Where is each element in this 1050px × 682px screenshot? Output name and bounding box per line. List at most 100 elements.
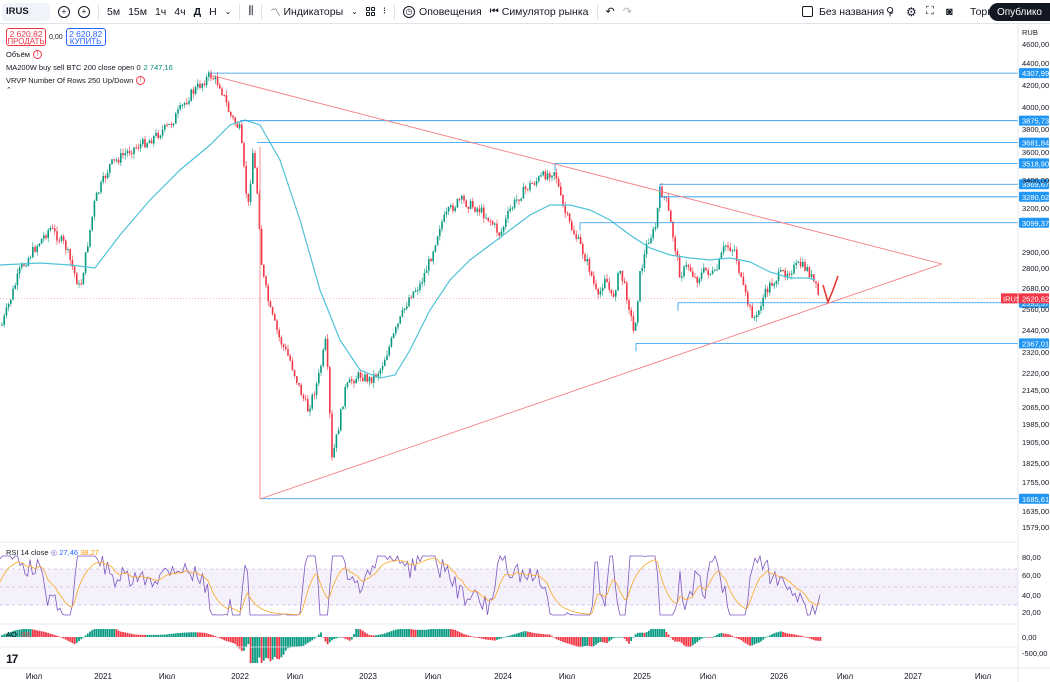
ao-bar xyxy=(225,637,228,642)
compare-button[interactable]: + xyxy=(54,0,74,24)
price-level-label: 4307,99 xyxy=(1022,69,1049,78)
interval-1h[interactable]: 1ч xyxy=(151,0,170,24)
fullscreen-button[interactable]: ⛶ xyxy=(922,0,938,24)
time-tick-label: Июл xyxy=(975,672,992,681)
ao-bar xyxy=(364,632,366,637)
candle-body xyxy=(749,304,751,307)
templates-button[interactable] xyxy=(362,0,379,24)
rsi-legend[interactable]: RSI 14 close ◎ 27,46 38,27 xyxy=(6,548,99,557)
ao-bar xyxy=(82,637,85,638)
candle-body xyxy=(797,261,800,263)
ao-bar xyxy=(526,631,529,637)
price-tick-label: 2145,00 xyxy=(1022,386,1049,395)
alerts-button[interactable]: ◷ Оповещения xyxy=(399,0,486,24)
undo-button[interactable]: ↶ xyxy=(602,0,619,24)
ao-legend[interactable]: AO -39,84 xyxy=(6,630,40,639)
price-tick-label: 1825,00 xyxy=(1022,459,1049,468)
ao-bar xyxy=(245,637,248,647)
candle-body xyxy=(436,236,439,246)
replay-button[interactable]: ⏮ Симулятор рынка xyxy=(486,0,593,24)
ao-bar xyxy=(441,629,443,637)
interval-day[interactable]: Д xyxy=(190,0,205,24)
indicators-dropdown[interactable]: ⌄ xyxy=(347,0,362,24)
buy-button[interactable]: 2 620,82 КУПИТЬ xyxy=(65,28,106,46)
candle-body xyxy=(144,139,146,148)
candle-body xyxy=(124,153,126,156)
ao-bar xyxy=(353,634,355,637)
time-tick-label: Июл xyxy=(700,672,717,681)
interval-4h[interactable]: 4ч xyxy=(170,0,189,24)
ao-bar xyxy=(430,629,432,637)
ao-bar xyxy=(339,637,342,638)
ao-bar xyxy=(62,637,65,639)
indicators-button[interactable]: 〽 Индикаторы xyxy=(266,0,347,24)
redo-button[interactable]: ↷ xyxy=(619,0,636,24)
ao-bar xyxy=(203,632,206,637)
candle-body xyxy=(588,259,591,272)
ao-bar xyxy=(533,633,536,637)
ao-bar xyxy=(702,637,705,638)
price-axis[interactable]: RUB 4600,00 4400,00 4200,00 4000,00 3800,00 36… xyxy=(1017,25,1049,682)
divider xyxy=(98,3,99,20)
ao-bar xyxy=(749,637,751,646)
volume-label: Объём xyxy=(6,49,30,59)
ao-bar xyxy=(218,637,221,639)
ao-bar xyxy=(256,637,259,663)
ao-bar xyxy=(412,629,415,637)
ao-bar xyxy=(423,629,426,637)
interval-15m[interactable]: 15м xyxy=(124,0,151,24)
ao-bar xyxy=(566,637,569,644)
candle-body xyxy=(377,373,379,377)
chart-type-button[interactable]: ⫼ xyxy=(244,0,257,24)
candle-body xyxy=(311,394,313,409)
candle-body xyxy=(533,183,536,185)
ao-bar xyxy=(658,629,661,637)
legend-vrvp[interactable]: VRVP Number Of Rows 250 Up/Down! xyxy=(6,75,173,85)
interval-5m[interactable]: 5м xyxy=(103,0,124,24)
ao-bar xyxy=(614,637,617,638)
candle-body xyxy=(87,246,89,253)
ao-bar xyxy=(694,637,696,644)
ao-bar xyxy=(320,632,322,637)
candle-body xyxy=(379,369,382,374)
price-tick-label: 1905,00 xyxy=(1022,438,1049,447)
candle-body xyxy=(73,266,76,274)
ao-bar xyxy=(452,629,454,637)
candle-body xyxy=(95,192,98,201)
ao-bar xyxy=(672,637,674,640)
candle-body xyxy=(359,372,362,378)
candle-body xyxy=(326,338,329,368)
layout-name-button[interactable]: Без названия ⌄ xyxy=(798,0,899,24)
ao-bar xyxy=(20,629,23,637)
candle-body xyxy=(104,175,107,179)
candle-body xyxy=(205,76,208,86)
ao-bar xyxy=(317,634,320,637)
replay-icon: ⏮ xyxy=(489,6,499,17)
interval-dropdown[interactable]: ⌄ xyxy=(221,0,236,24)
quick-search-button[interactable]: ⚲ xyxy=(882,0,898,24)
ao-bar xyxy=(762,637,765,640)
candle-body xyxy=(120,153,122,163)
candle-body xyxy=(395,327,397,334)
layout-button[interactable]: ⁝ xyxy=(379,0,390,24)
ao-bar xyxy=(124,632,127,637)
time-axis[interactable]: Июл 2021 Июл 2022 Июл 2023 Июл 2024 Июл 2025 Июл 20… xyxy=(0,667,1050,681)
chart-canvas[interactable]: 4307,99 3875,73 3681,84 3518,90 3369,67 3280,… xyxy=(0,25,1050,682)
ao-bar xyxy=(150,634,153,637)
symbol-search[interactable]: IRUS xyxy=(2,2,50,21)
legend-collapse-button[interactable]: ⌃ xyxy=(6,86,173,94)
candle-body xyxy=(654,227,657,230)
candle-body xyxy=(291,360,294,371)
rsi-tick-label: 20,00 xyxy=(1022,608,1041,617)
sell-button[interactable]: 2 620,82 ПРОДАТЬ xyxy=(6,28,46,46)
legend-volume[interactable]: Объём! xyxy=(6,49,173,59)
screenshot-button[interactable]: ◙ xyxy=(942,0,957,24)
settings-button[interactable]: ⚙ xyxy=(902,0,921,24)
ao-bar xyxy=(23,629,25,637)
interval-week[interactable]: Н xyxy=(205,0,221,24)
candle-body xyxy=(403,308,406,310)
add-symbol-button[interactable]: + xyxy=(74,0,94,24)
ao-bar xyxy=(313,637,316,639)
publish-button[interactable]: Опублико xyxy=(988,3,1050,21)
